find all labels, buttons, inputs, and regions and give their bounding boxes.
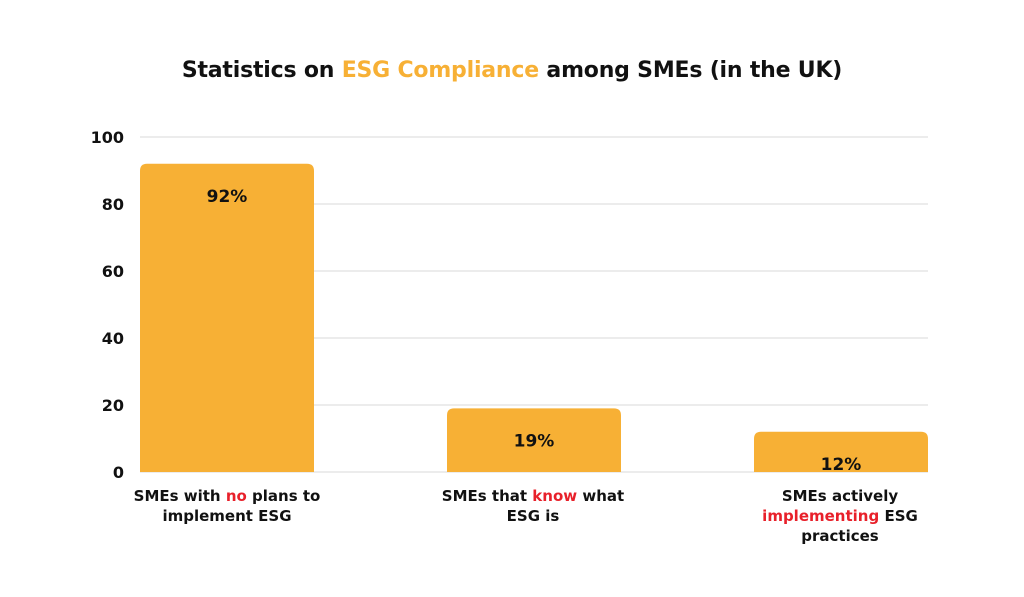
bar-data-label-2: 19% — [514, 431, 555, 451]
y-tick-label: 100 — [91, 128, 124, 147]
y-tick-label: 80 — [102, 195, 124, 214]
y-axis-ticks: 0 20 40 60 80 100 — [91, 128, 124, 482]
y-tick-label: 40 — [102, 329, 124, 348]
y-tick-label: 60 — [102, 262, 124, 281]
bar-data-label-1: 92% — [207, 187, 248, 207]
bar-data-labels: 92% 19% 12% — [207, 187, 862, 475]
category-label-no-plans: SMEs with no plans to implement ESG — [133, 487, 321, 525]
chart-title-suffix: among SMEs (in the UK) — [538, 58, 843, 83]
y-tick-label: 20 — [102, 396, 124, 415]
category-label-implementing: SMEs actively implementing ESG practices — [762, 487, 918, 545]
chart-title-prefix: Statistics on — [181, 58, 342, 83]
chart-title: Statistics on ESG Compliance among SMEs … — [0, 58, 1024, 83]
y-tick-label: 0 — [113, 463, 124, 482]
bars — [140, 163, 928, 473]
bar-1 — [140, 163, 314, 473]
category-label-know-esg: SMEs that know what ESG is — [441, 487, 625, 525]
bar-3 — [754, 431, 928, 472]
chart-title-highlight: ESG Compliance — [341, 58, 539, 83]
bar-data-label-3: 12% — [821, 455, 862, 475]
bar-2 — [447, 408, 621, 472]
